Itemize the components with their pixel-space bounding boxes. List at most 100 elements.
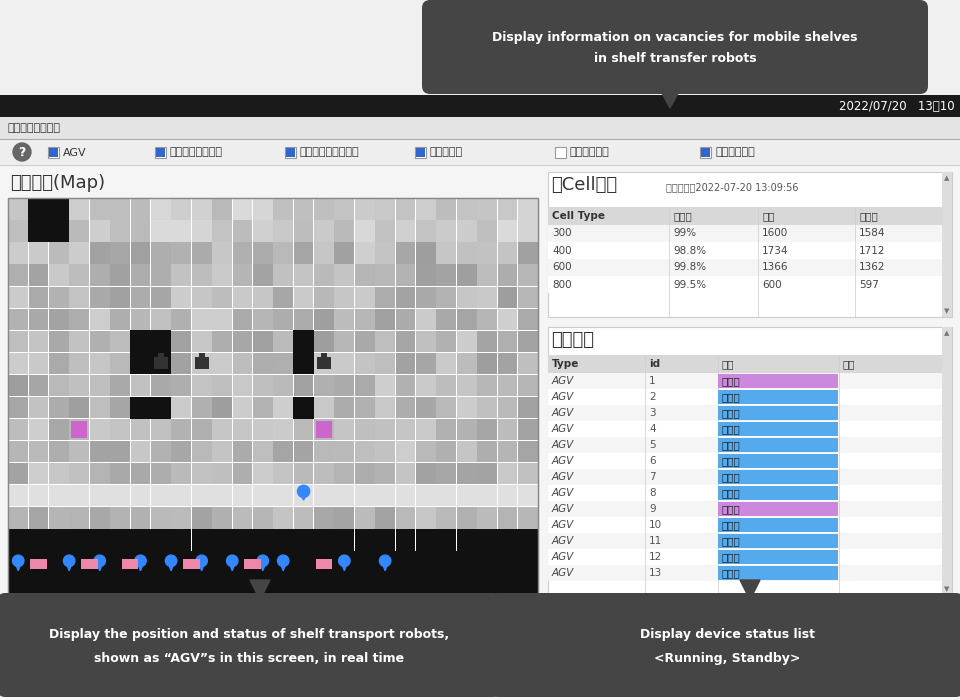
Bar	[232, 198, 252, 220]
Bar	[131, 374, 151, 396]
Bar	[9, 463, 28, 484]
Bar	[334, 242, 354, 264]
Bar	[314, 507, 334, 528]
Bar	[151, 265, 171, 286]
Text: Display information on vacancies for mobile shelves: Display information on vacancies for mob…	[492, 31, 857, 44]
Bar	[212, 353, 232, 374]
Bar	[29, 286, 48, 308]
Bar	[90, 330, 109, 352]
Bar	[9, 353, 28, 374]
Bar	[232, 485, 252, 507]
Bar	[151, 485, 171, 507]
Bar	[172, 265, 191, 286]
Bar	[69, 573, 89, 595]
Text: AGV: AGV	[552, 376, 574, 386]
Bar	[437, 529, 456, 551]
Bar	[90, 309, 109, 330]
Bar	[29, 397, 48, 419]
Bar	[131, 529, 151, 551]
Bar	[437, 309, 456, 330]
Bar	[396, 573, 416, 595]
Bar	[232, 330, 252, 352]
Bar	[316, 421, 332, 438]
Bar	[90, 551, 109, 573]
Bar	[90, 242, 109, 264]
Bar	[232, 397, 252, 419]
Bar	[172, 309, 191, 330]
Polygon shape	[198, 561, 205, 570]
Bar	[245, 559, 261, 568]
Bar	[131, 330, 151, 352]
FancyBboxPatch shape	[0, 593, 500, 697]
Bar	[334, 286, 354, 308]
Bar	[437, 463, 456, 484]
Bar	[69, 485, 89, 507]
Bar	[9, 265, 28, 286]
Text: 2: 2	[649, 392, 656, 402]
Bar	[110, 529, 130, 551]
Bar	[252, 551, 273, 573]
Text: 1584: 1584	[859, 228, 885, 239]
Bar	[131, 396, 171, 419]
Bar	[110, 485, 130, 507]
Bar	[172, 573, 191, 595]
Text: AGV: AGV	[552, 488, 574, 498]
Bar	[457, 485, 476, 507]
Bar	[355, 463, 374, 484]
Text: 99%: 99%	[673, 228, 696, 239]
Bar	[183, 559, 200, 568]
Bar	[212, 198, 232, 220]
Bar	[314, 265, 334, 286]
Bar	[314, 353, 334, 374]
Text: Display device status list: Display device status list	[639, 628, 814, 640]
Bar	[192, 485, 211, 507]
Bar	[375, 573, 395, 595]
Bar	[192, 441, 211, 463]
Text: 連転中: 連転中	[722, 392, 740, 402]
Bar	[437, 374, 456, 396]
Bar	[718, 438, 838, 452]
Bar	[334, 529, 354, 551]
Polygon shape	[167, 561, 175, 570]
Bar	[437, 353, 456, 374]
Bar	[49, 220, 69, 241]
Text: AGV: AGV	[552, 536, 574, 546]
Bar	[90, 397, 109, 419]
Bar	[192, 551, 211, 573]
Bar	[517, 573, 538, 595]
Bar	[314, 529, 334, 551]
Bar	[334, 309, 354, 330]
Bar	[415, 147, 426, 158]
Bar	[131, 507, 151, 528]
Bar	[416, 507, 436, 528]
Bar	[69, 441, 89, 463]
Text: 空き数: 空き数	[859, 211, 877, 221]
Text: in shelf transfer robots: in shelf transfer robots	[593, 52, 756, 65]
Text: AGV: AGV	[552, 440, 574, 450]
Bar	[286, 148, 295, 157]
Bar	[69, 419, 89, 440]
Text: 1712: 1712	[859, 246, 885, 256]
Bar	[437, 573, 456, 595]
Bar	[151, 573, 171, 595]
Bar	[274, 485, 293, 507]
Bar	[29, 198, 69, 242]
Bar	[151, 286, 171, 308]
Bar	[69, 220, 89, 241]
Bar	[497, 374, 517, 396]
Text: 連転中: 連転中	[722, 568, 740, 578]
Bar	[172, 286, 191, 308]
Bar	[192, 573, 211, 595]
Bar	[131, 551, 151, 573]
Bar	[457, 265, 476, 286]
Circle shape	[12, 555, 24, 566]
Polygon shape	[341, 561, 348, 570]
Text: 300: 300	[552, 228, 571, 239]
Bar	[416, 419, 436, 440]
Bar	[334, 198, 354, 220]
Bar	[192, 330, 211, 352]
Bar	[90, 573, 109, 595]
Bar	[29, 220, 48, 241]
Bar	[69, 397, 89, 419]
Bar	[29, 419, 48, 440]
